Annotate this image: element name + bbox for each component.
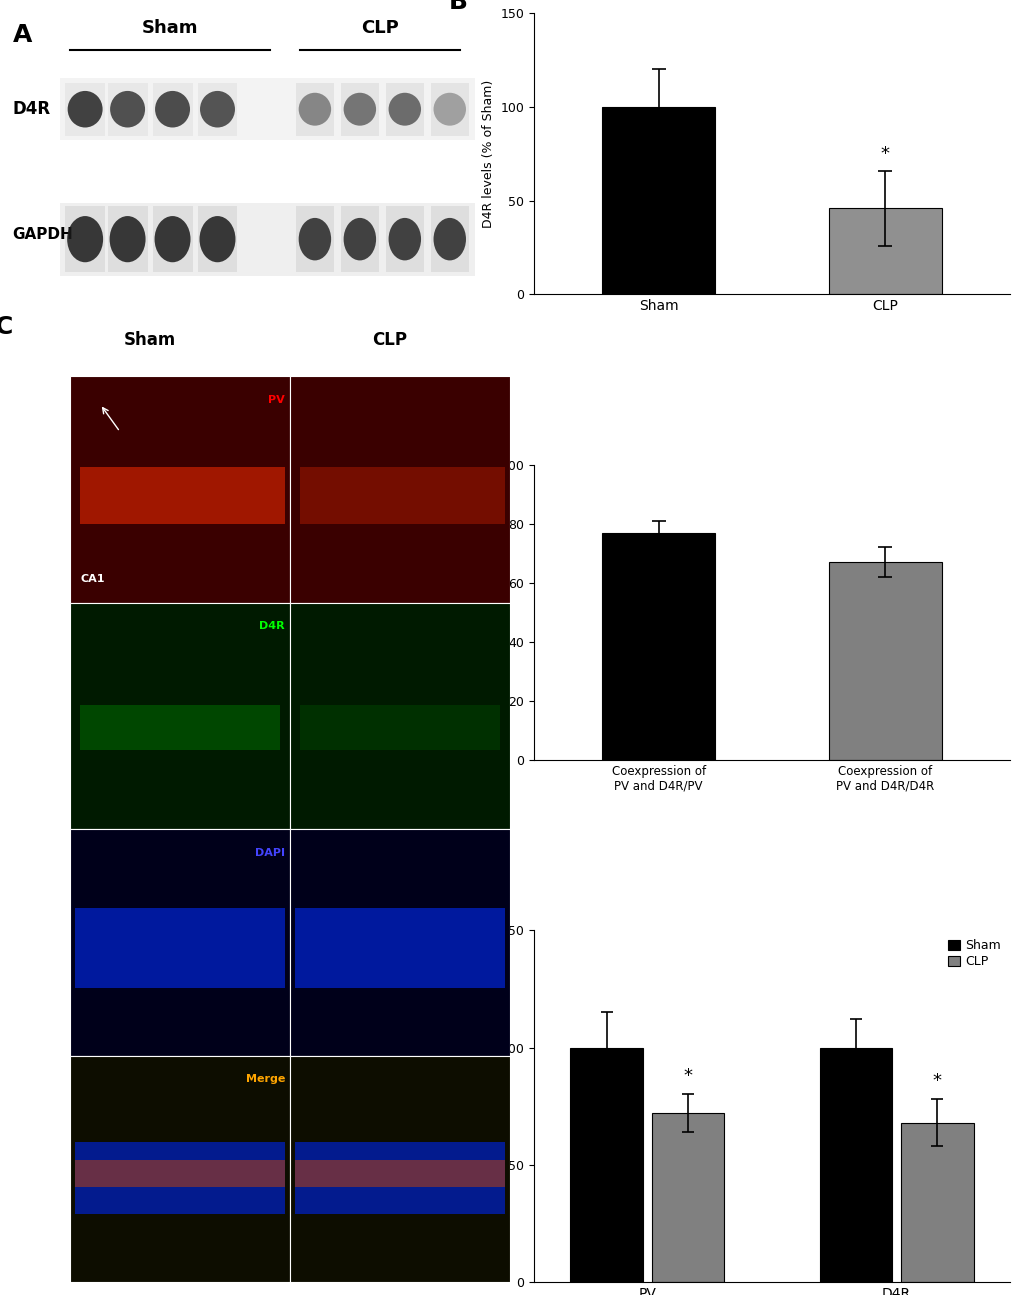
Y-axis label: D4R levels (% of Sham): D4R levels (% of Sham) xyxy=(481,79,494,228)
Ellipse shape xyxy=(343,218,376,260)
Y-axis label: Coexpression of PV
and D4R rate (%): Coexpression of PV and D4R rate (%) xyxy=(467,553,494,672)
Ellipse shape xyxy=(155,91,190,127)
Bar xyxy=(65,83,105,136)
Bar xyxy=(153,83,193,136)
Bar xyxy=(300,467,504,523)
Ellipse shape xyxy=(200,91,234,127)
Bar xyxy=(81,467,284,523)
Bar xyxy=(601,532,714,760)
Text: Sham: Sham xyxy=(124,330,176,348)
Text: D: D xyxy=(448,435,469,458)
Bar xyxy=(294,909,504,988)
Bar xyxy=(570,1048,642,1282)
Text: B: B xyxy=(448,0,467,14)
Text: CA1: CA1 xyxy=(81,575,105,584)
Bar xyxy=(65,206,105,272)
Bar xyxy=(289,829,510,1055)
Bar xyxy=(198,83,237,136)
Text: C: C xyxy=(0,316,13,339)
Text: *: * xyxy=(932,1072,941,1090)
Bar xyxy=(289,1055,510,1282)
Ellipse shape xyxy=(433,218,466,260)
Ellipse shape xyxy=(388,93,421,126)
Bar xyxy=(289,377,510,603)
Ellipse shape xyxy=(155,216,191,263)
Ellipse shape xyxy=(109,216,146,263)
Bar xyxy=(70,603,289,829)
Bar xyxy=(81,704,279,750)
Ellipse shape xyxy=(299,93,331,126)
Bar xyxy=(198,206,237,272)
Bar xyxy=(75,1142,284,1215)
Ellipse shape xyxy=(67,216,103,263)
Ellipse shape xyxy=(67,91,103,127)
Bar xyxy=(70,1055,289,1282)
Text: *: * xyxy=(683,1067,692,1085)
Bar xyxy=(289,603,510,829)
Bar xyxy=(75,1160,284,1188)
Text: DAPI: DAPI xyxy=(255,848,284,857)
Ellipse shape xyxy=(343,93,376,126)
Ellipse shape xyxy=(200,216,235,263)
Text: A: A xyxy=(12,22,32,47)
Bar xyxy=(818,1048,892,1282)
Text: PV: PV xyxy=(268,395,284,405)
Text: D4R: D4R xyxy=(259,622,284,632)
Bar xyxy=(300,704,499,750)
Bar xyxy=(340,206,378,272)
Bar xyxy=(70,829,289,1055)
Bar xyxy=(827,208,941,294)
Text: CLP: CLP xyxy=(372,330,407,348)
Bar xyxy=(75,909,284,988)
Bar xyxy=(107,206,148,272)
Bar xyxy=(430,206,469,272)
Bar xyxy=(385,83,423,136)
Ellipse shape xyxy=(299,218,331,260)
Bar xyxy=(70,377,289,603)
Legend: Sham, CLP: Sham, CLP xyxy=(945,936,1003,971)
Bar xyxy=(60,79,474,140)
Text: Merge: Merge xyxy=(246,1074,284,1084)
Text: E: E xyxy=(448,903,465,926)
Bar xyxy=(827,562,941,760)
Bar xyxy=(60,202,474,276)
Text: D4R: D4R xyxy=(12,100,51,118)
Bar xyxy=(296,206,333,272)
Bar xyxy=(651,1114,723,1282)
Text: GAPDH: GAPDH xyxy=(12,227,73,242)
Bar xyxy=(296,83,333,136)
Ellipse shape xyxy=(110,91,145,127)
Text: CLP: CLP xyxy=(361,19,398,38)
Bar xyxy=(385,206,423,272)
Bar xyxy=(430,83,469,136)
Ellipse shape xyxy=(388,218,421,260)
Y-axis label: Protein levels (%of Sham): Protein levels (%of Sham) xyxy=(481,1026,494,1188)
Bar xyxy=(601,106,714,294)
Text: *: * xyxy=(879,145,889,163)
Ellipse shape xyxy=(433,93,466,126)
Bar xyxy=(294,1160,504,1188)
Bar xyxy=(153,206,193,272)
Bar xyxy=(107,83,148,136)
Bar xyxy=(340,83,378,136)
Bar xyxy=(294,1142,504,1215)
Bar xyxy=(900,1123,972,1282)
Text: Sham: Sham xyxy=(142,19,198,38)
